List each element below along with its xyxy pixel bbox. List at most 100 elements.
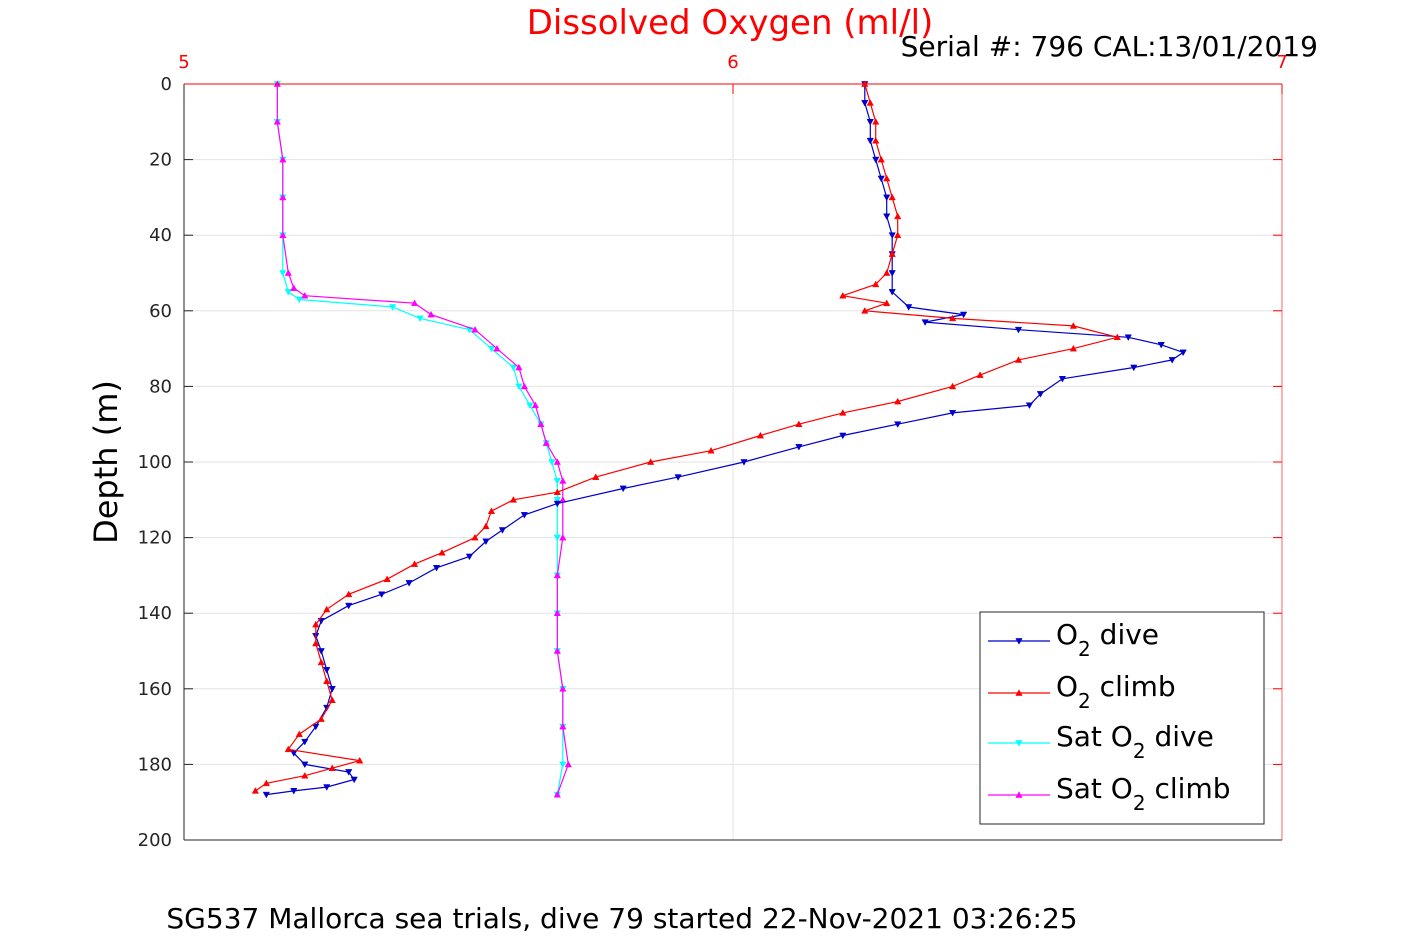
data-point [1069, 322, 1078, 329]
data-point [295, 296, 303, 304]
data-point [647, 458, 655, 465]
chart-title: Dissolved Oxygen (ml/l) [527, 3, 934, 43]
data-point [520, 382, 529, 390]
data-point [559, 722, 567, 730]
legend-label-subscript: 2 [1133, 791, 1146, 815]
series-3 [273, 80, 572, 798]
data-point [515, 383, 523, 391]
y-tick-label: 200 [138, 830, 172, 851]
y-tick-label: 180 [138, 754, 172, 775]
data-point [894, 231, 902, 239]
data-point [674, 474, 682, 481]
data-point [1069, 344, 1078, 352]
data-point [383, 575, 391, 582]
data-point [553, 488, 561, 496]
data-point [559, 685, 567, 692]
data-point [312, 723, 320, 731]
data-point [317, 648, 325, 655]
data-point [861, 100, 869, 107]
y-tick-label: 80 [149, 376, 172, 397]
y-tick-label: 100 [138, 452, 172, 473]
data-point [1015, 638, 1023, 645]
data-point [312, 620, 320, 628]
data-point [471, 325, 479, 333]
legend-item: Sat O2 climb [988, 772, 1231, 815]
data-point [526, 402, 534, 410]
data-point [279, 231, 287, 239]
data-point [262, 779, 270, 787]
data-point [487, 345, 496, 353]
data-point [509, 496, 518, 503]
data-point [872, 136, 880, 144]
data-point [1014, 356, 1023, 363]
data-point [553, 478, 561, 485]
data-point [872, 118, 880, 125]
data-point [323, 677, 331, 685]
data-point [1015, 791, 1023, 798]
data-point [1130, 364, 1138, 372]
data-point [592, 473, 600, 480]
data-point [894, 397, 902, 405]
data-point [1025, 402, 1034, 410]
data-point [410, 299, 419, 307]
data-point [959, 311, 968, 319]
data-point [795, 420, 803, 428]
data-point [839, 291, 847, 299]
data-point [877, 155, 885, 163]
data-point [553, 534, 561, 542]
data-point [301, 738, 309, 746]
data-point [707, 446, 715, 454]
data-point [553, 571, 561, 579]
data-point [1015, 740, 1023, 747]
data-point [888, 289, 896, 296]
data-point [405, 580, 413, 587]
data-point [482, 522, 490, 530]
data-point [301, 772, 309, 779]
data-point [323, 667, 331, 674]
data-point [345, 769, 353, 776]
data-point [619, 485, 627, 493]
y-axis-label: Depth (m) [87, 380, 125, 544]
legend-label-main: Sat O [1056, 720, 1133, 753]
data-point [301, 761, 309, 769]
data-point [416, 315, 424, 323]
data-point [948, 314, 957, 322]
data-point [559, 533, 567, 541]
data-point [295, 730, 303, 737]
data-point [487, 507, 496, 514]
legend-item: O2 dive [988, 618, 1159, 661]
data-point [498, 527, 507, 534]
data-point [888, 270, 896, 277]
legend-label-main: Sat O [1056, 772, 1133, 805]
data-point [356, 756, 364, 764]
legend-item: Sat O2 dive [988, 720, 1214, 763]
data-point [290, 284, 298, 291]
chart-subtitle: Serial #: 796 CAL:13/01/2019 [901, 30, 1318, 63]
legend-label-rest: dive [1091, 618, 1159, 651]
data-point [888, 232, 896, 239]
y-tick-label: 140 [138, 603, 172, 624]
chart-footer: SG537 Mallorca sea trials, dive 79 start… [166, 902, 1077, 935]
y-tick-label: 160 [138, 679, 172, 700]
data-point [432, 565, 441, 572]
data-point [883, 299, 891, 307]
data-point [1157, 342, 1165, 349]
data-point [894, 421, 902, 428]
legend-label-subscript: 2 [1078, 637, 1091, 661]
data-point [1058, 376, 1067, 383]
data-point [284, 269, 292, 276]
data-point [427, 310, 435, 318]
data-point [290, 788, 298, 795]
y-tick-label: 60 [149, 301, 172, 322]
data-point [1168, 357, 1176, 364]
legend-label: Sat O2 climb [1056, 772, 1231, 815]
y-tick-label: 20 [149, 150, 172, 171]
data-point [740, 459, 748, 466]
data-point [1036, 391, 1045, 398]
data-point [482, 538, 490, 546]
data-point [328, 696, 336, 703]
data-point [520, 512, 529, 519]
data-point [921, 319, 929, 326]
data-point [564, 760, 572, 768]
